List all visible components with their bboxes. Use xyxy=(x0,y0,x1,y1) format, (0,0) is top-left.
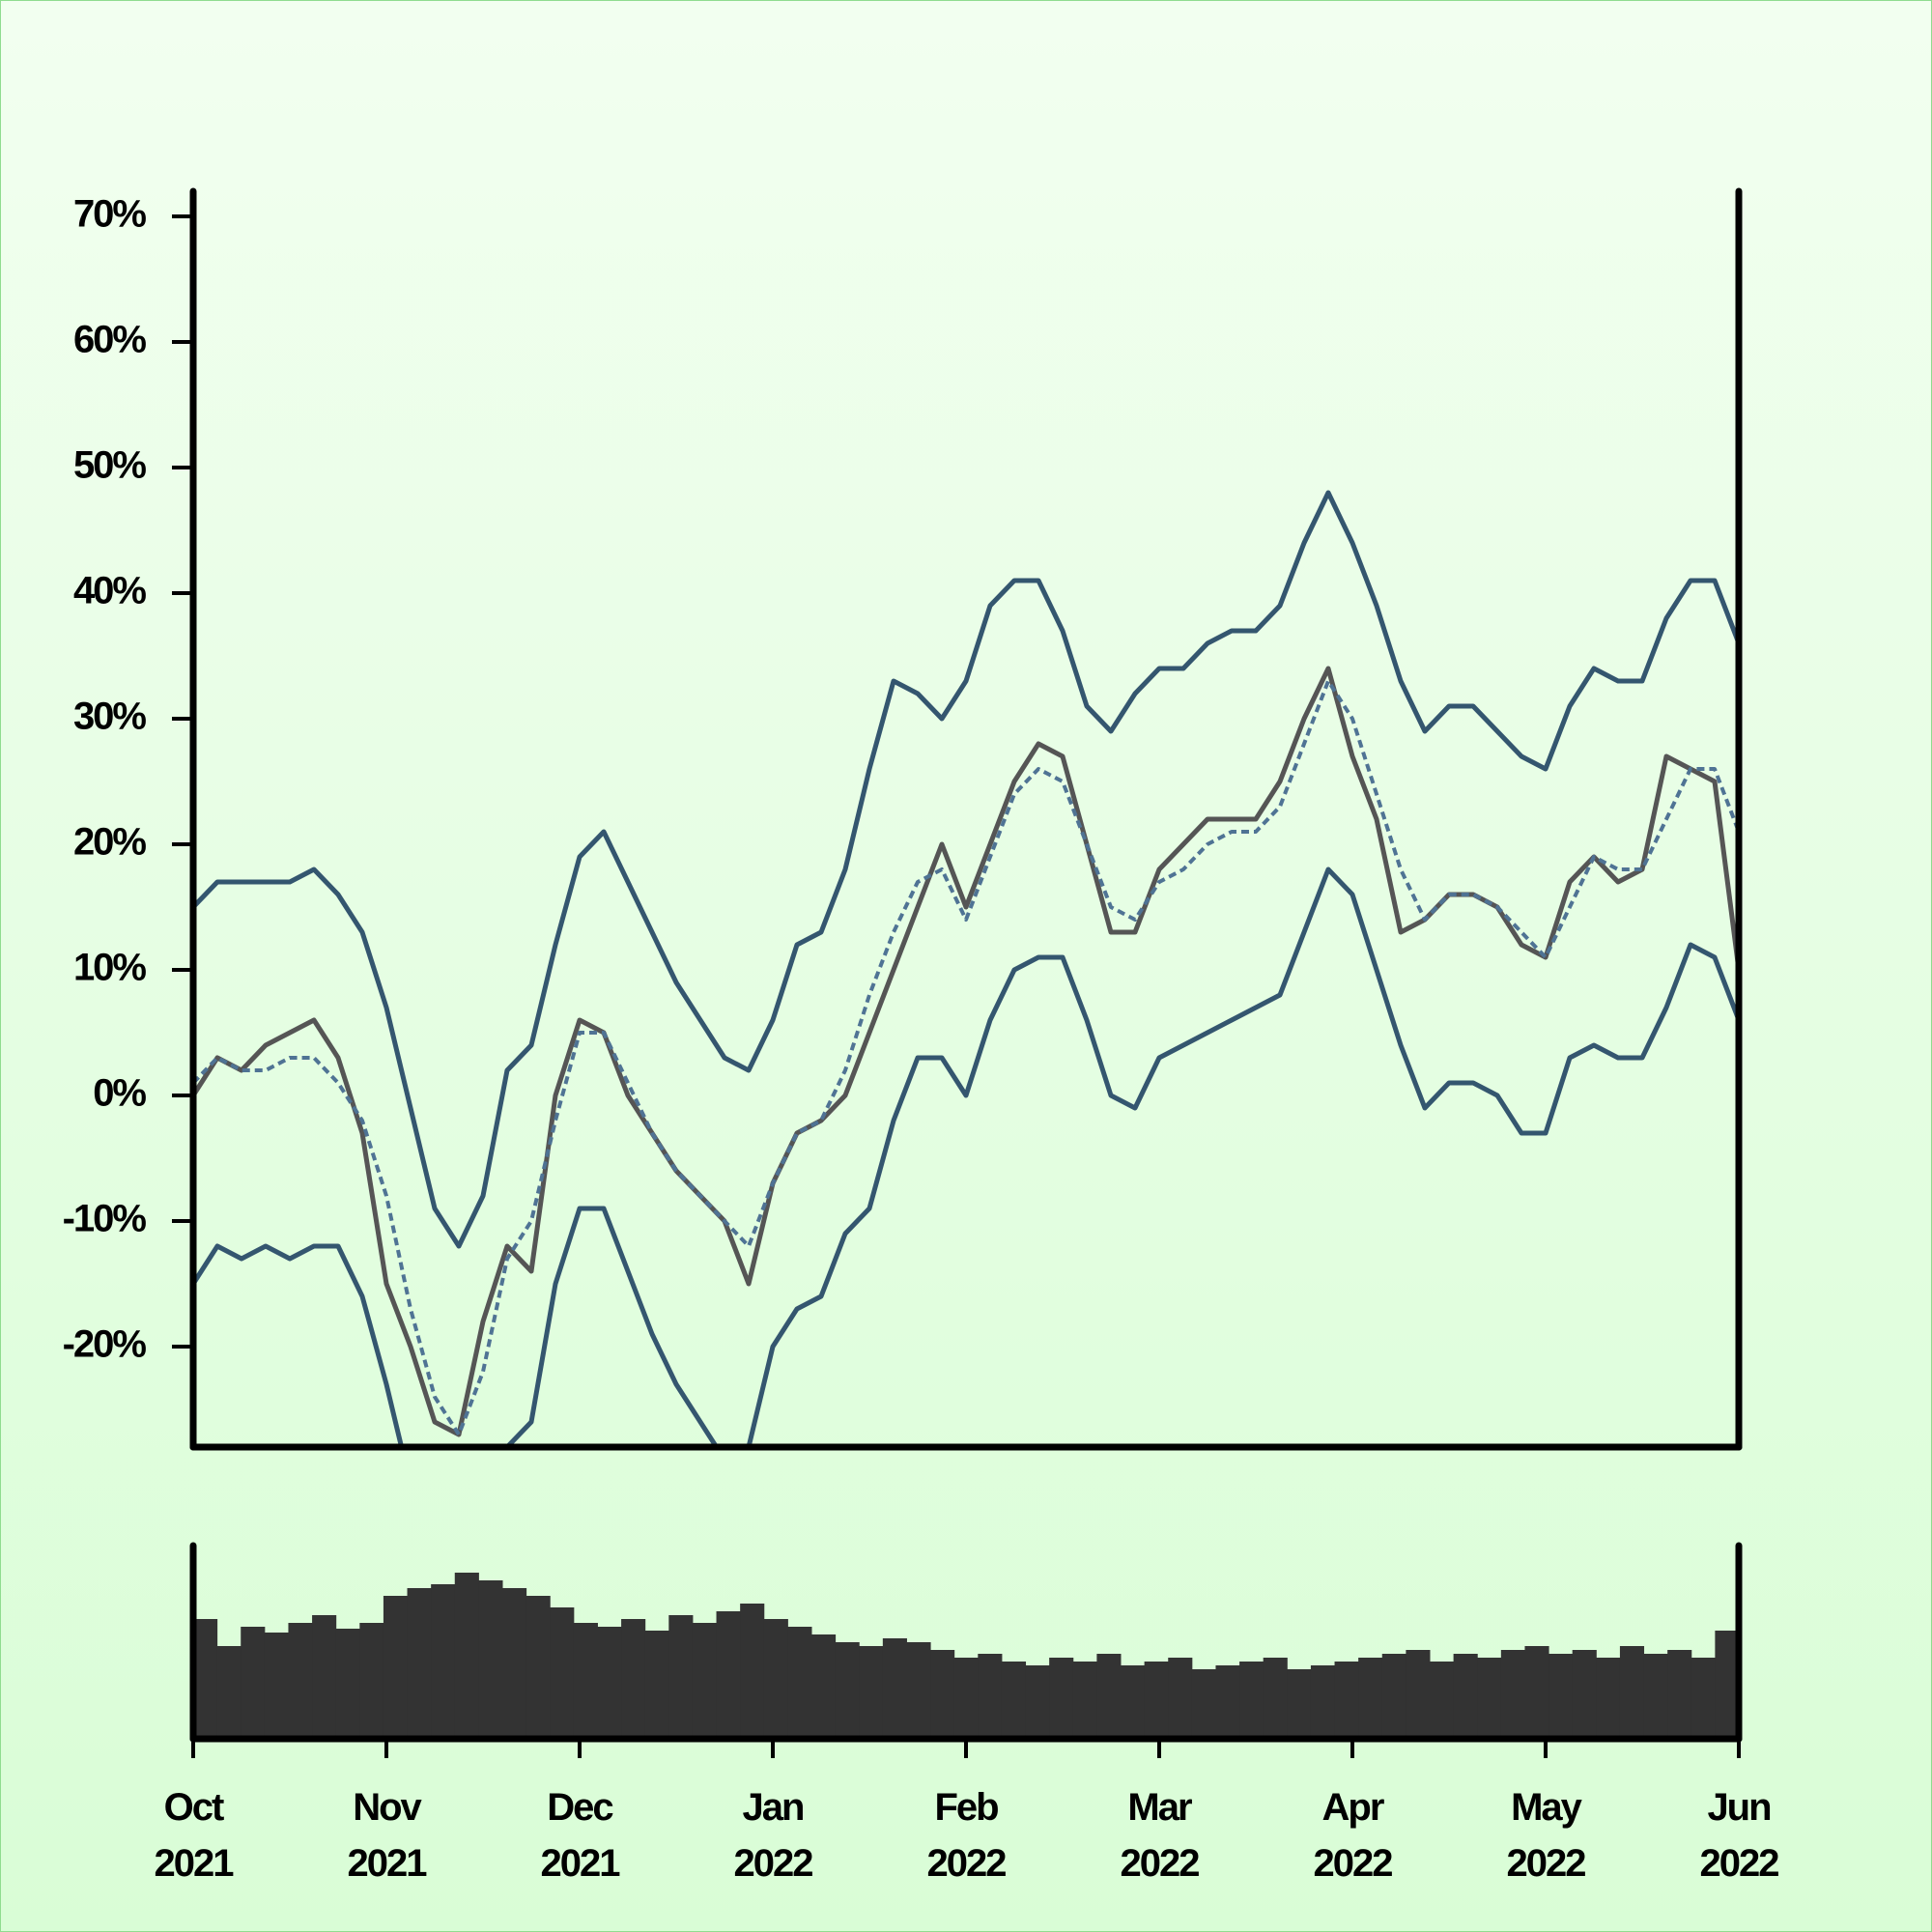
volume-bar xyxy=(740,1604,765,1739)
volume-bar xyxy=(1667,1650,1692,1739)
x-tick-label: Feb 2022 xyxy=(926,1786,1008,1885)
y-tick-label: 50% xyxy=(73,444,146,487)
volume-bar xyxy=(1239,1662,1264,1739)
volume-bar xyxy=(1263,1658,1288,1739)
volume-bar xyxy=(1191,1669,1216,1739)
volume-bar xyxy=(811,1634,837,1739)
volume-bar xyxy=(978,1654,1003,1739)
y-tick-label: 70% xyxy=(73,193,146,236)
x-tick-label: Jun 2022 xyxy=(1699,1786,1780,1885)
volume-bar xyxy=(1121,1665,1146,1739)
volume-bar xyxy=(621,1619,646,1739)
volume-bar xyxy=(644,1631,669,1739)
y-tick-label: 30% xyxy=(73,696,146,738)
volume-bar xyxy=(383,1596,409,1739)
volume-bar xyxy=(835,1642,860,1739)
x-tick-label: Nov 2021 xyxy=(347,1786,428,1885)
y-tick-label: 60% xyxy=(73,319,146,361)
volume-bar xyxy=(716,1611,741,1739)
plot-area xyxy=(191,490,1739,1446)
series-line xyxy=(191,867,1739,1446)
volume-bar xyxy=(1001,1662,1027,1739)
y-tick-label: -10% xyxy=(63,1198,147,1240)
volume-bar xyxy=(1619,1646,1645,1739)
volume-bar xyxy=(1287,1669,1312,1739)
y-tick-label: 20% xyxy=(73,821,146,864)
x-tick-label: May 2022 xyxy=(1506,1786,1587,1885)
volume-bar xyxy=(431,1584,456,1739)
volume-bar xyxy=(1430,1662,1455,1739)
volume-bar xyxy=(787,1627,812,1739)
series-line xyxy=(191,666,1739,1437)
volume-bar xyxy=(1144,1662,1169,1739)
volume-bar xyxy=(1381,1654,1406,1739)
volume-bar xyxy=(1690,1658,1716,1739)
volume-bar xyxy=(216,1646,242,1739)
y-tick-label: 0% xyxy=(93,1072,146,1115)
volume-bar xyxy=(597,1627,622,1739)
volume-bar xyxy=(312,1615,337,1739)
volume-bar xyxy=(1168,1658,1193,1739)
x-tick-label: Mar 2022 xyxy=(1120,1786,1201,1885)
x-tick-label: Dec 2021 xyxy=(540,1786,621,1885)
volume-bar xyxy=(478,1580,503,1739)
volume-bar xyxy=(930,1650,955,1739)
volume-bar xyxy=(692,1623,718,1739)
volume-bar xyxy=(359,1623,384,1739)
volume-bar xyxy=(193,1619,218,1739)
volume-bar xyxy=(1477,1658,1502,1739)
volume-bar xyxy=(550,1607,575,1739)
volume-bar xyxy=(1715,1631,1740,1739)
y-tick-label: 40% xyxy=(73,570,146,612)
volume-bar xyxy=(454,1573,479,1739)
volume-bar xyxy=(1310,1665,1336,1739)
volume-bar xyxy=(1334,1662,1359,1739)
volume-bar xyxy=(882,1638,907,1739)
volume-bar xyxy=(1643,1654,1668,1739)
volume-bar xyxy=(288,1623,313,1739)
volume-bar xyxy=(1572,1650,1597,1739)
volume-bar xyxy=(859,1646,884,1739)
volume-bar xyxy=(1072,1662,1097,1739)
series-line xyxy=(191,679,1739,1436)
x-tick-label: Jan 2022 xyxy=(733,1786,814,1885)
volume-bar xyxy=(264,1633,289,1739)
volume-bar xyxy=(953,1658,979,1739)
volume-bar xyxy=(502,1588,527,1739)
volume-bar xyxy=(526,1596,551,1739)
volume-bar xyxy=(1215,1665,1240,1739)
volume-bar xyxy=(1453,1654,1478,1739)
volume-bar xyxy=(1049,1658,1074,1739)
volume-bar xyxy=(407,1588,432,1739)
volume-bar xyxy=(573,1623,598,1739)
volume-bar xyxy=(335,1629,360,1739)
volume-bar xyxy=(763,1619,788,1739)
volume-bar xyxy=(1358,1658,1383,1739)
volume-bar xyxy=(906,1642,931,1739)
volume-bar xyxy=(241,1627,266,1739)
volume-bar xyxy=(1596,1658,1621,1739)
volume-bar xyxy=(1025,1665,1050,1739)
volume-bar xyxy=(1548,1654,1574,1739)
series-line xyxy=(191,490,1739,1249)
volume-bar xyxy=(1406,1650,1431,1739)
x-tick-label: Apr 2022 xyxy=(1313,1786,1394,1885)
y-tick-label: 10% xyxy=(73,947,146,989)
volume-bar xyxy=(1096,1654,1122,1739)
x-tick-label: Oct 2021 xyxy=(154,1786,235,1885)
y-tick-label: -20% xyxy=(63,1323,147,1366)
volume-bar xyxy=(668,1615,694,1739)
volume-bar xyxy=(1524,1646,1549,1739)
volume-bar xyxy=(1500,1650,1525,1739)
